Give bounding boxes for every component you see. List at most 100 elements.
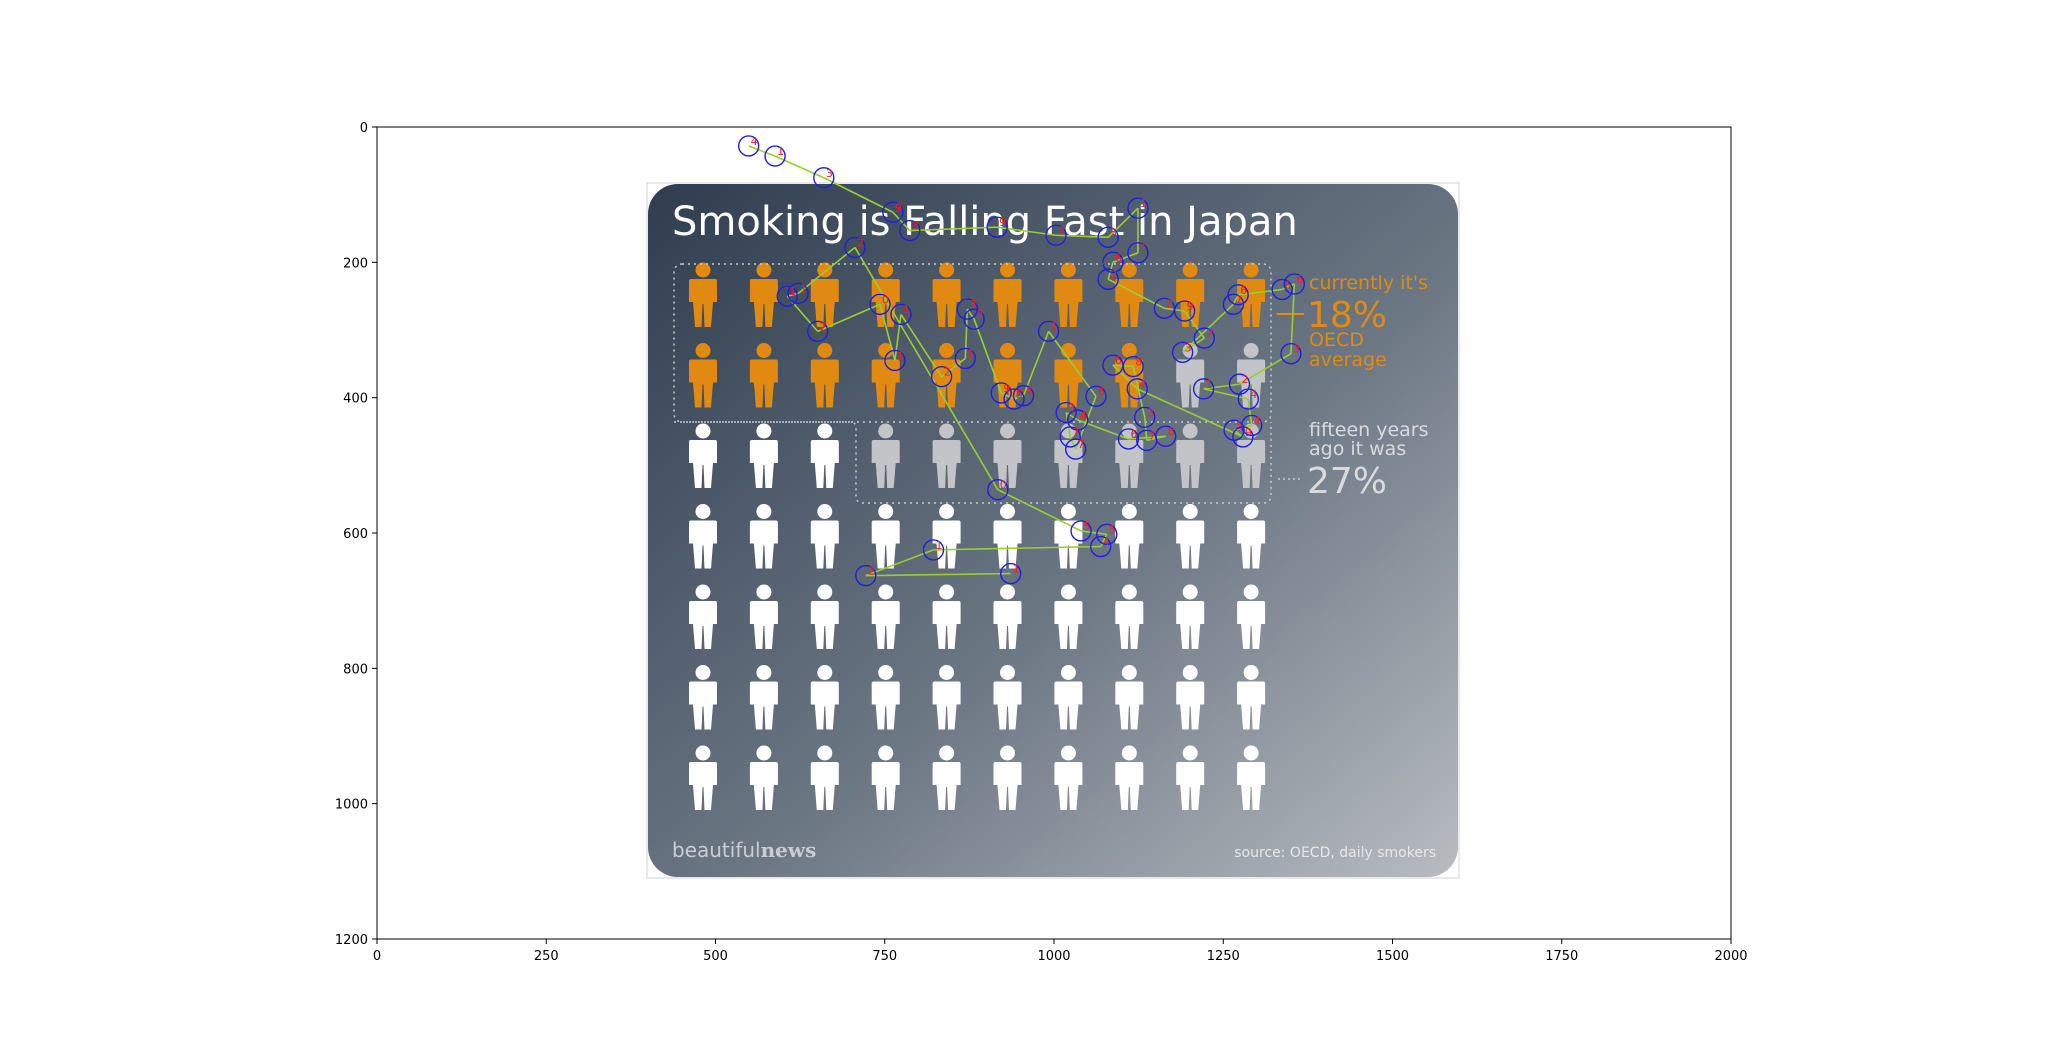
x-tick-label: 1750 [1545, 949, 1578, 964]
person-figure [749, 504, 778, 569]
scanpath-segment [941, 357, 966, 378]
scanpath-segment [1290, 283, 1296, 354]
fixation-label: 7 [1235, 293, 1242, 306]
person-figure [810, 745, 839, 810]
fixation-point [890, 303, 912, 326]
fixation-point [1134, 406, 1156, 428]
scanpath-segment [1055, 234, 1109, 239]
y-tick-label: 0 [360, 121, 368, 136]
y-tick-label: 200 [343, 256, 368, 271]
person-figure [1176, 745, 1205, 810]
fixation-label: 1 [1051, 320, 1058, 333]
fixation-label: 7 [1149, 429, 1156, 442]
fixation-label: 0 [882, 293, 889, 306]
person-figure [1237, 262, 1266, 327]
person-figure [1176, 665, 1205, 730]
person-figure [689, 343, 717, 408]
scanpath-segment [823, 177, 894, 213]
source-note: source: OECD, daily smokers [1234, 845, 1436, 861]
fixation-point [1127, 197, 1149, 219]
person-figure [810, 423, 839, 488]
scanpath-segment [774, 155, 825, 179]
x-tick-label: 250 [534, 949, 559, 964]
x-tick-label: 1500 [1376, 949, 1409, 964]
person-figure [1115, 262, 1144, 327]
fixation-label: 3 [969, 298, 976, 311]
fixation-label: 3 [1147, 406, 1154, 419]
fixation-label: 6 [1098, 385, 1105, 398]
scanpath-segment [865, 549, 934, 577]
fixation-label: 2 [1166, 297, 1173, 310]
person-figure [1054, 745, 1083, 810]
person-figure [871, 584, 900, 649]
person-figure [810, 665, 839, 730]
person-figure [810, 504, 839, 569]
fixation-point [1045, 224, 1067, 246]
fixation-point [899, 219, 921, 242]
fixation-point [1227, 284, 1249, 306]
scanpath-segment [817, 303, 881, 333]
fixation-point [855, 564, 877, 587]
scanpath-segment [797, 246, 856, 295]
fixation-label: 4 [1254, 414, 1261, 427]
person-figure [993, 584, 1022, 649]
fixation-label: 2 [868, 565, 875, 578]
person-figure [1176, 423, 1205, 488]
fixation-label: 6 [1284, 278, 1291, 291]
fixation-label: 8 [1135, 356, 1142, 369]
scanpath-segment [1047, 330, 1097, 397]
fixation-point [956, 298, 979, 320]
scanpath-segment [1099, 533, 1108, 547]
fixation-label: 2 [1110, 268, 1117, 281]
fixation-label: 9 [1245, 426, 1252, 439]
x-tick-label: 1000 [1037, 949, 1070, 964]
fixation-label: 6 [1130, 428, 1137, 441]
scanpath-segment [1112, 364, 1138, 390]
scanpath-segment [1013, 394, 1024, 400]
fixation-label: 1 [1140, 242, 1147, 255]
fixation-point [807, 320, 829, 343]
fixation-label: 5 [1236, 419, 1243, 432]
fixation-label: 2 [857, 236, 864, 249]
scanpath-segment [787, 292, 799, 297]
fixation-label: 1 [1140, 197, 1147, 210]
person-figure [749, 584, 778, 649]
fixation-point [813, 167, 835, 189]
fixation-label: 5 [1016, 388, 1023, 401]
scanpath-segment [892, 211, 911, 232]
person-figure [1054, 504, 1083, 569]
fixation-point [1055, 401, 1077, 424]
brand-bold: news [761, 838, 817, 862]
fixation-point [1003, 388, 1025, 410]
x-tick-label: 500 [703, 949, 728, 964]
fixation-point [990, 382, 1012, 404]
x-tick-label: 750 [872, 949, 897, 964]
x-tick-label: 2000 [1714, 949, 1747, 964]
past-bracket [674, 421, 1272, 504]
scanpath-segment [1203, 388, 1249, 400]
fixation-point [1122, 355, 1144, 378]
fixation-label: 6 [1296, 273, 1303, 286]
oecd-label: OECD [1309, 329, 1364, 351]
brand-light: beautiful [672, 838, 761, 862]
fixation-point [1193, 327, 1215, 349]
person-figure [1115, 584, 1144, 649]
scanpath-segment [964, 308, 969, 359]
person-figure [871, 423, 900, 488]
person-figure [749, 343, 778, 408]
x-tick-label: 0 [373, 949, 381, 964]
fixation-label: 9 [895, 201, 902, 214]
fixation-point [1090, 535, 1112, 558]
fixation-point [1127, 242, 1149, 264]
fixation-label: 1 [903, 303, 910, 316]
fixation-label: 1 [1206, 378, 1213, 391]
fixation-point [1126, 378, 1148, 400]
scanpath-segment [894, 314, 902, 361]
scanpath-segment [1080, 530, 1107, 536]
person-figure [932, 423, 961, 488]
person-figure [1054, 584, 1083, 649]
person-figure [993, 423, 1022, 488]
scanpath-segment [1069, 436, 1077, 450]
fixation-label: 1 [789, 285, 796, 298]
fixation-label: 6 [1115, 251, 1122, 264]
